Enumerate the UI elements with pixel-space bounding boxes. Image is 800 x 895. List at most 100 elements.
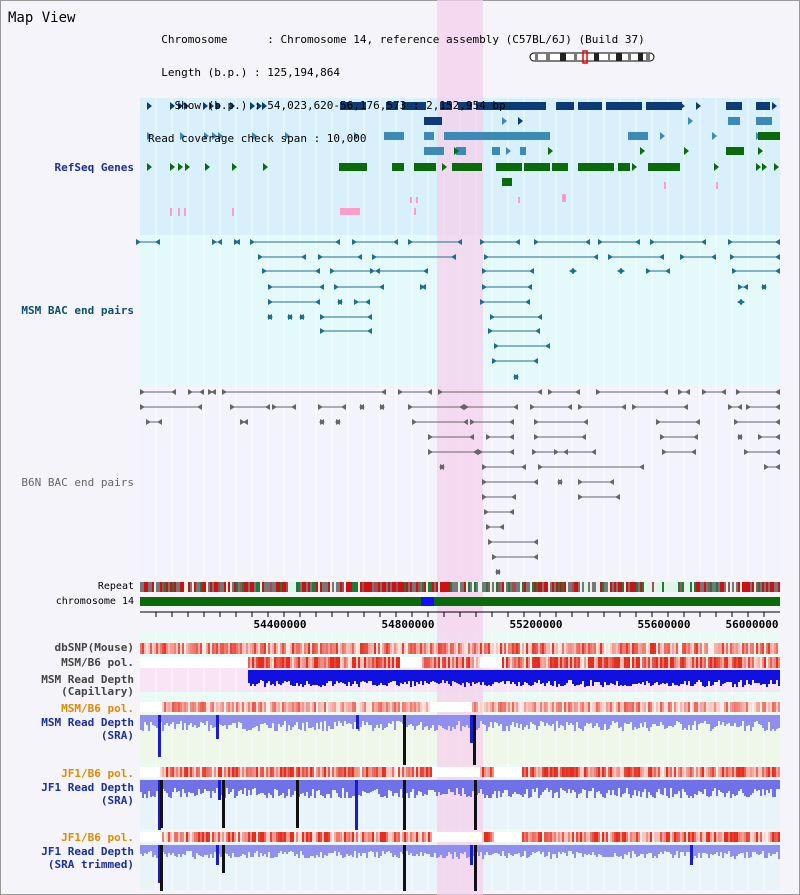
b6n-bac-pair-end[interactable] bbox=[775, 404, 780, 410]
msm-bac-pair-end[interactable] bbox=[352, 239, 357, 245]
b6n-bac-pair-end[interactable] bbox=[240, 419, 245, 425]
refseq-gene[interactable] bbox=[756, 102, 770, 110]
b6n-bac-pair-end[interactable] bbox=[538, 464, 543, 470]
refseq-gene[interactable] bbox=[384, 132, 404, 140]
msm-bac-pair-end[interactable] bbox=[258, 254, 263, 260]
repeat-track[interactable] bbox=[140, 582, 780, 592]
b6n-bac-pair-end[interactable] bbox=[427, 389, 432, 395]
msm-bac-pair-end[interactable] bbox=[701, 239, 706, 245]
refseq-gene[interactable] bbox=[774, 163, 779, 171]
b6n-bac-pair-end[interactable] bbox=[509, 449, 514, 455]
b6n-bac-pair-end[interactable] bbox=[548, 389, 553, 395]
refseq-gene[interactable] bbox=[458, 102, 472, 110]
b6n-bac-pair-end[interactable] bbox=[335, 419, 340, 425]
msm-bac-pair-end[interactable] bbox=[315, 299, 320, 305]
msm-bac-pair-end[interactable] bbox=[370, 268, 375, 274]
refseq-gene[interactable] bbox=[578, 102, 602, 110]
msm-bac-pair-end[interactable] bbox=[593, 254, 598, 260]
b6n-bac-pair-end[interactable] bbox=[734, 419, 739, 425]
refseq-gene[interactable] bbox=[386, 102, 398, 110]
b6n-bac-pair-end[interactable] bbox=[140, 389, 145, 395]
b6n-bac-pair-end[interactable] bbox=[379, 404, 384, 410]
refseq-gene[interactable] bbox=[170, 102, 175, 110]
refseq-gene[interactable] bbox=[252, 132, 257, 140]
msm-bac-pair-end[interactable] bbox=[711, 254, 716, 260]
msm-bac-pair-end[interactable] bbox=[457, 239, 462, 245]
b6n-bac-pair-end[interactable] bbox=[591, 449, 596, 455]
refseq-gene[interactable] bbox=[578, 163, 614, 171]
msm-bac-pair-end[interactable] bbox=[525, 299, 530, 305]
refseq-gene[interactable] bbox=[216, 102, 221, 110]
b6n-bac-pair-end[interactable] bbox=[222, 389, 227, 395]
b6n-bac-pair-end[interactable] bbox=[764, 464, 769, 470]
b6n-bac-pair-end[interactable] bbox=[775, 389, 780, 395]
refseq-gene-minor[interactable] bbox=[170, 208, 172, 216]
b6n-bac-pair-end[interactable] bbox=[537, 389, 542, 395]
refseq-gene[interactable] bbox=[232, 163, 237, 171]
refseq-gene-minor[interactable] bbox=[178, 208, 180, 216]
msm-bac-pair-end[interactable] bbox=[136, 239, 141, 245]
b6n-bac-pair-end[interactable] bbox=[509, 434, 514, 440]
msm-bac-pair-end[interactable] bbox=[423, 268, 428, 274]
refseq-gene[interactable] bbox=[632, 163, 637, 171]
b6n-bac-pair-end[interactable] bbox=[428, 449, 433, 455]
b6n-bac-pair-end[interactable] bbox=[693, 434, 698, 440]
msm-bac-pair-end[interactable] bbox=[659, 254, 664, 260]
track-label-b6n-bac[interactable]: B6N BAC end pairs bbox=[21, 476, 134, 489]
b6n-bac-pair-end[interactable] bbox=[459, 404, 464, 410]
refseq-gene[interactable] bbox=[339, 163, 367, 171]
refseq-gene[interactable] bbox=[218, 132, 223, 140]
refseq-gene-minor[interactable] bbox=[232, 208, 234, 216]
msm-bac-pair-end[interactable] bbox=[569, 268, 574, 274]
refseq-gene[interactable] bbox=[628, 132, 648, 140]
b6n-bac-pair-end[interactable] bbox=[188, 389, 193, 395]
b6n-bac-pair-end[interactable] bbox=[359, 404, 364, 410]
b6n-bac-pair-end[interactable] bbox=[534, 419, 539, 425]
b6n-bac-pair-end[interactable] bbox=[463, 419, 468, 425]
b6n-bac-pair-end[interactable] bbox=[272, 404, 277, 410]
msm-bac-pair-end[interactable] bbox=[250, 239, 255, 245]
b6n-bac-pair-end[interactable] bbox=[775, 449, 780, 455]
refseq-gene[interactable] bbox=[204, 132, 209, 140]
refseq-gene[interactable] bbox=[756, 117, 772, 125]
refseq-gene[interactable] bbox=[476, 102, 546, 110]
b6n-bac-pair-end[interactable] bbox=[615, 494, 620, 500]
b6n-bac-pair-end[interactable] bbox=[492, 554, 497, 560]
refseq-gene[interactable] bbox=[262, 102, 267, 110]
chromosome-band[interactable] bbox=[140, 597, 780, 606]
b6n-bac-pair-end[interactable] bbox=[509, 509, 514, 515]
refseq-gene[interactable] bbox=[456, 147, 466, 155]
b6n-bac-pair-end[interactable] bbox=[208, 389, 213, 395]
b6n-bac-pair-end[interactable] bbox=[482, 494, 487, 500]
track-label-msm-b6-pol-sra[interactable]: MSM/B6 pol. bbox=[61, 702, 134, 715]
b6n-bac-pair-end[interactable] bbox=[428, 434, 433, 440]
msm-bac-pair-end[interactable] bbox=[680, 254, 685, 260]
b6n-bac-pair-end[interactable] bbox=[509, 419, 514, 425]
msm-bac-pair-end[interactable] bbox=[537, 314, 542, 320]
msm-bac-pair-end[interactable] bbox=[330, 268, 335, 274]
b6n-bac-pair-end[interactable] bbox=[695, 419, 700, 425]
b6n-bac-pair-end[interactable] bbox=[632, 404, 637, 410]
b6n-bac-pair-end[interactable] bbox=[639, 464, 644, 470]
b6n-bac-pair-end[interactable] bbox=[521, 464, 526, 470]
refseq-gene[interactable] bbox=[147, 132, 152, 140]
b6n-bac-pair-end[interactable] bbox=[469, 434, 474, 440]
refseq-gene[interactable] bbox=[452, 163, 482, 171]
track-label-repeat[interactable]: Repeat bbox=[97, 581, 134, 592]
b6n-bac-pair-end[interactable] bbox=[656, 419, 661, 425]
track-label-jf1-read-depth-trimmed[interactable]: JF1 Read Depth bbox=[41, 845, 134, 858]
refseq-gene[interactable] bbox=[552, 163, 568, 171]
b6n-bac-pairs-track[interactable] bbox=[140, 389, 780, 575]
track-label-msm-b6-pol[interactable]: MSM/B6 pol. bbox=[61, 656, 134, 669]
refseq-gene[interactable] bbox=[646, 102, 682, 110]
msm-bac-pair-end[interactable] bbox=[492, 358, 497, 364]
msm-bac-pair-end[interactable] bbox=[585, 239, 590, 245]
refseq-gene[interactable] bbox=[257, 102, 262, 110]
refseq-gene[interactable] bbox=[424, 147, 444, 155]
refseq-gene[interactable] bbox=[714, 163, 719, 171]
refseq-gene[interactable] bbox=[147, 102, 152, 110]
msm-bac-pair-end[interactable] bbox=[480, 239, 485, 245]
b6n-bac-pair-end[interactable] bbox=[746, 404, 751, 410]
b6n-bac-pair-end[interactable] bbox=[486, 524, 491, 530]
